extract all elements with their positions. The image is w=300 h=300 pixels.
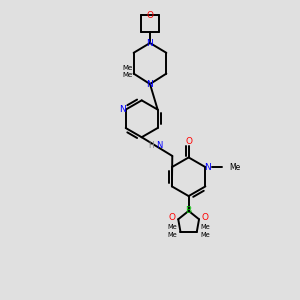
Text: Me: Me	[167, 224, 177, 230]
Text: N: N	[119, 105, 126, 114]
Text: Me: Me	[122, 72, 132, 78]
Text: Me: Me	[200, 232, 210, 238]
Text: Me: Me	[122, 65, 132, 71]
Text: Me: Me	[167, 232, 177, 238]
Text: O: O	[169, 213, 176, 222]
Text: O: O	[201, 213, 208, 222]
Text: N: N	[157, 141, 163, 150]
Text: Me: Me	[200, 224, 210, 230]
Text: H: H	[148, 141, 154, 150]
Text: Me: Me	[230, 163, 241, 172]
Text: B: B	[186, 206, 192, 215]
Text: N: N	[147, 38, 153, 47]
Text: N: N	[147, 80, 153, 88]
Text: O: O	[185, 137, 192, 146]
Text: O: O	[146, 11, 154, 20]
Text: N: N	[204, 163, 211, 172]
